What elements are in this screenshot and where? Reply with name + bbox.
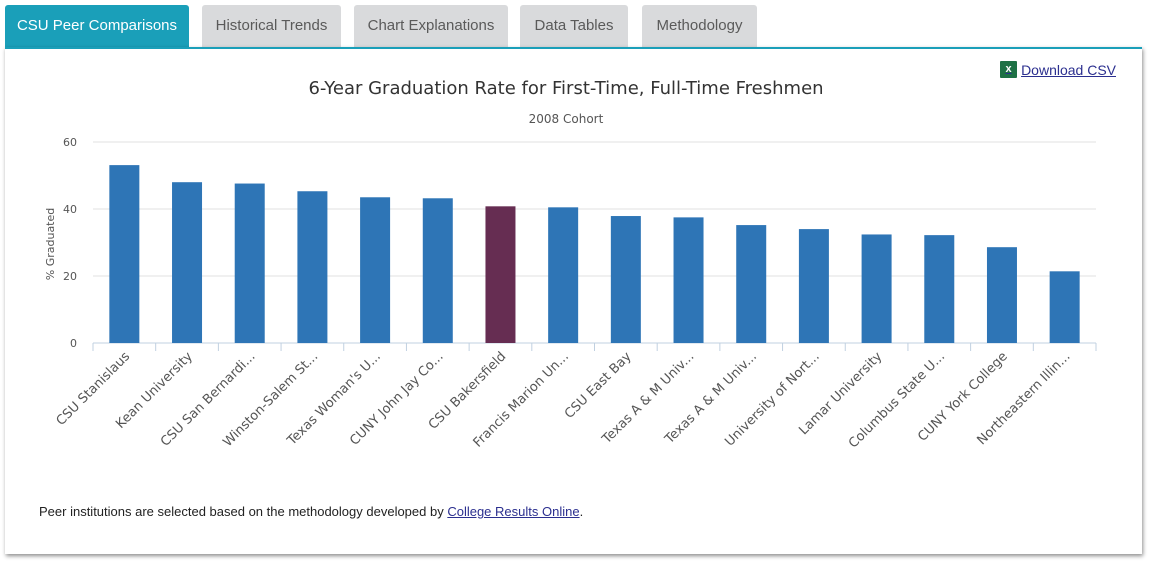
- y-tick-label: 40: [63, 203, 77, 216]
- bar[interactable]: [798, 229, 829, 343]
- footnote-text: Peer institutions are selected based on …: [39, 504, 448, 519]
- bar[interactable]: [1049, 271, 1080, 343]
- bar[interactable]: [485, 206, 516, 343]
- y-tick-label: 60: [63, 136, 77, 149]
- bar[interactable]: [924, 235, 955, 343]
- bar[interactable]: [297, 191, 328, 343]
- bar[interactable]: [172, 182, 203, 343]
- chart-subtitle: 2008 Cohort: [529, 112, 604, 126]
- tab-methodology[interactable]: Methodology: [642, 5, 757, 48]
- footnote: Peer institutions are selected based on …: [39, 504, 583, 519]
- bar[interactable]: [736, 225, 767, 343]
- excel-icon: x: [1000, 61, 1018, 78]
- y-tick-label: 20: [63, 270, 77, 283]
- bar-chart: 6-Year Graduation Rate for First-Time, F…: [44, 78, 1097, 451]
- download-csv-link[interactable]: x Download CSV: [1000, 61, 1116, 78]
- bar[interactable]: [861, 234, 892, 343]
- bar[interactable]: [986, 247, 1017, 343]
- tab-csu-peer-comparisons[interactable]: CSU Peer Comparisons: [5, 5, 189, 48]
- bar[interactable]: [360, 197, 391, 343]
- download-csv-label: Download CSV: [1021, 61, 1116, 78]
- bar[interactable]: [548, 207, 579, 343]
- college-results-online-link[interactable]: College Results Online: [447, 504, 580, 519]
- tab-historical-trends[interactable]: Historical Trends: [202, 5, 341, 48]
- content-panel: x Download CSV 6-Year Graduation Rate fo…: [5, 47, 1142, 554]
- bar[interactable]: [422, 198, 453, 343]
- footnote-end: .: [579, 504, 584, 519]
- bar[interactable]: [234, 183, 265, 343]
- y-tick-label: 0: [70, 337, 77, 350]
- tab-data-tables[interactable]: Data Tables: [520, 5, 628, 48]
- bar[interactable]: [610, 216, 641, 343]
- chart-title: 6-Year Graduation Rate for First-Time, F…: [308, 78, 823, 99]
- tab-chart-explanations[interactable]: Chart Explanations: [354, 5, 508, 48]
- y-axis-label: % Graduated: [44, 208, 57, 281]
- bar[interactable]: [109, 165, 140, 343]
- bar[interactable]: [673, 217, 704, 343]
